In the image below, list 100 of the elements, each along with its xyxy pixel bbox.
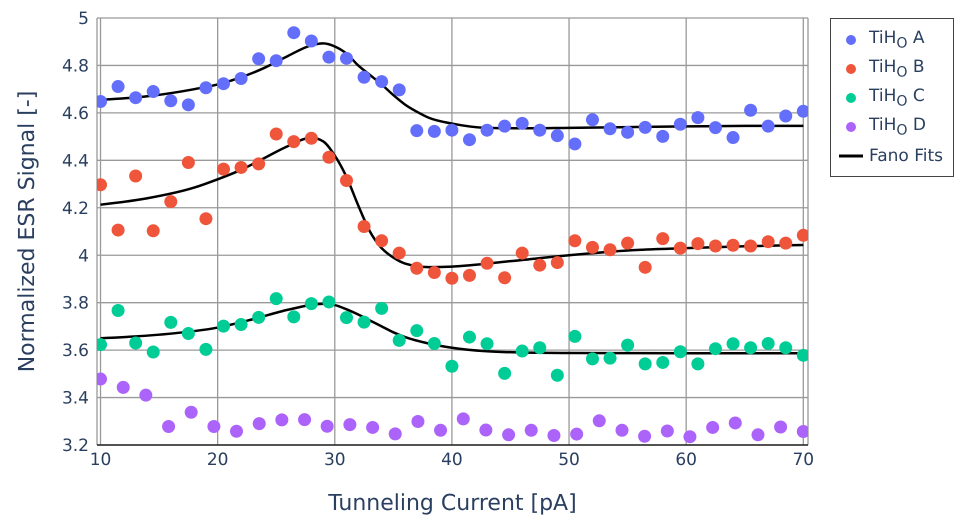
point [744, 341, 758, 354]
point [547, 429, 560, 442]
point [304, 297, 318, 310]
point [388, 427, 402, 440]
point [252, 52, 266, 66]
point [340, 311, 353, 324]
point [604, 122, 617, 136]
point [728, 416, 742, 430]
point [434, 424, 448, 437]
point [392, 83, 406, 96]
x-tick-label: 40 [441, 450, 463, 470]
point [392, 334, 406, 347]
point [533, 258, 546, 272]
point [234, 72, 248, 85]
point [502, 428, 516, 442]
y-tick-label: 5 [78, 9, 89, 30]
point [199, 342, 212, 356]
point [164, 94, 178, 108]
point [779, 109, 792, 122]
x-tick-label: 50 [558, 450, 580, 470]
point [322, 295, 336, 308]
point [139, 388, 152, 402]
point [456, 412, 470, 426]
legend-label: TiH$_{O}$ B [869, 56, 925, 80]
point [410, 262, 424, 275]
point [182, 327, 195, 340]
point [638, 430, 652, 443]
point [146, 85, 160, 98]
point [479, 424, 492, 437]
point [708, 342, 722, 356]
point [252, 157, 266, 170]
point [275, 413, 288, 426]
point [112, 304, 125, 317]
point [480, 124, 494, 137]
point [252, 310, 266, 324]
point [270, 292, 283, 306]
point [462, 330, 476, 344]
legend-label: TiH$_{O}$ A [869, 28, 925, 52]
point [779, 236, 792, 250]
y-axis-title: Normalized ESR Signal [-] [14, 90, 40, 372]
point [660, 424, 674, 438]
point [304, 34, 318, 48]
point [726, 337, 740, 350]
point [621, 126, 634, 139]
point [516, 344, 529, 358]
point [462, 268, 476, 282]
point [199, 212, 212, 226]
point [375, 75, 388, 88]
point [343, 418, 356, 432]
point [116, 380, 130, 394]
point [621, 236, 634, 250]
point [320, 420, 334, 433]
point [550, 129, 564, 142]
y-tick-label: 4.2 [62, 198, 89, 219]
point [164, 195, 178, 208]
point [568, 137, 582, 150]
point [638, 120, 652, 134]
point [462, 133, 476, 146]
point [445, 360, 458, 373]
point [184, 406, 198, 419]
point [568, 234, 582, 248]
point [129, 169, 142, 182]
point [706, 420, 720, 434]
point [774, 420, 788, 434]
point [516, 246, 529, 260]
point [112, 224, 125, 237]
point [270, 128, 283, 140]
point [146, 224, 160, 238]
point [638, 357, 652, 370]
point [498, 366, 512, 380]
point [726, 131, 740, 144]
point [234, 160, 248, 174]
point [533, 341, 546, 354]
point [586, 352, 599, 366]
point [217, 320, 230, 333]
point [480, 337, 494, 350]
point [744, 239, 758, 252]
point [586, 240, 599, 254]
y-tick-label: 4 [78, 246, 89, 266]
point [428, 124, 441, 138]
point [445, 124, 458, 137]
point [586, 113, 599, 126]
x-axis-title: Tunneling Current [pA] [327, 491, 577, 516]
point [322, 50, 336, 64]
point [638, 260, 652, 274]
point [358, 316, 371, 329]
point [779, 341, 792, 354]
y-tick-label: 3.8 [62, 294, 89, 314]
point [516, 116, 529, 130]
point [570, 428, 584, 441]
point [252, 417, 266, 430]
point [410, 324, 424, 338]
point [411, 415, 424, 428]
y-tick-label: 4.8 [62, 56, 89, 76]
x-tick-label: 10 [90, 450, 112, 470]
point [182, 98, 195, 112]
point [615, 424, 628, 437]
y-tick-label: 3.2 [62, 436, 89, 456]
x-tick-label: 70 [792, 450, 814, 470]
point [358, 70, 371, 84]
